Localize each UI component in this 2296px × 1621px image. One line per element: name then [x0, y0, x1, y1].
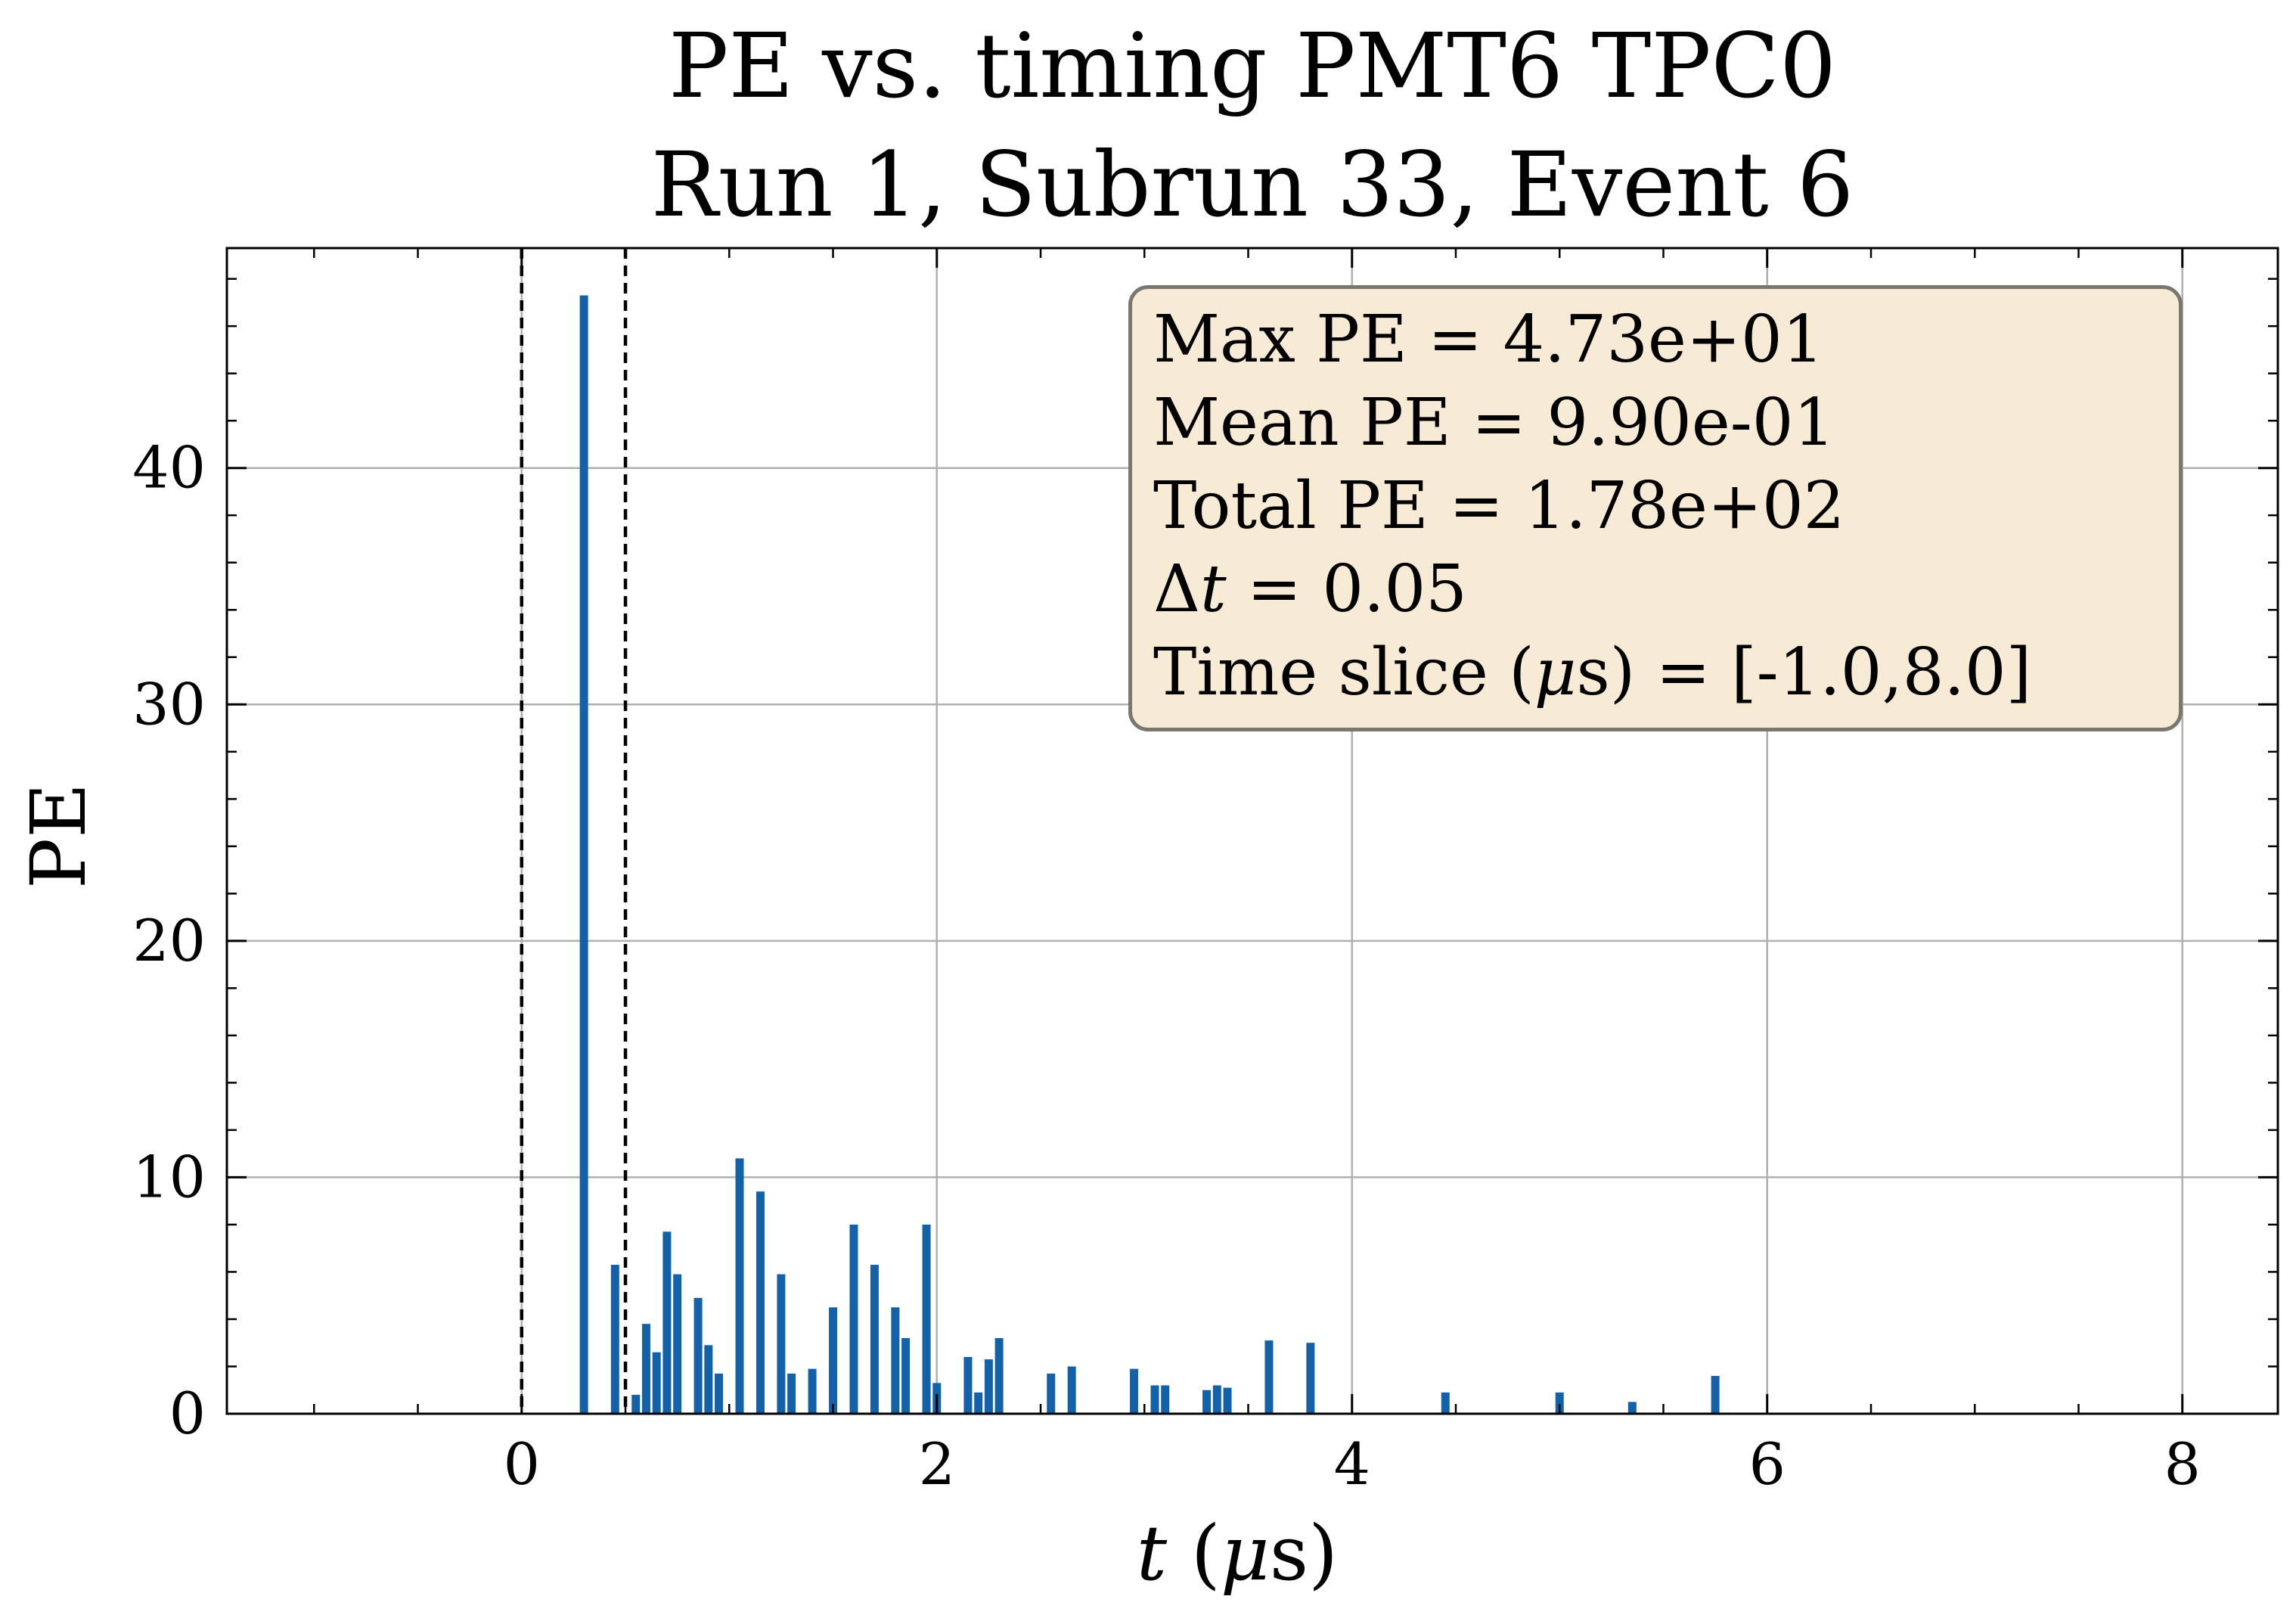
bar — [994, 1337, 1004, 1414]
bar — [1627, 1402, 1637, 1414]
bar — [1306, 1343, 1315, 1414]
bar — [631, 1394, 641, 1414]
chart-title: PE vs. timing PMT6 TPC0 — [669, 14, 1836, 118]
bar — [849, 1224, 858, 1414]
bar — [1441, 1392, 1450, 1414]
bar — [652, 1352, 661, 1414]
bar — [1047, 1373, 1056, 1414]
bar — [756, 1191, 765, 1414]
bar — [777, 1274, 786, 1414]
bar — [787, 1373, 796, 1414]
ticks — [227, 248, 2278, 1415]
x-axis-label: t (μs) — [1137, 1509, 1338, 1598]
stats-box: Max PE = 4.73e+01 Mean PE = 9.90e-01 Tot… — [1128, 285, 2183, 731]
bar — [579, 295, 588, 1414]
bar — [984, 1359, 993, 1414]
x-tick-label: 2 — [919, 1430, 955, 1498]
y-tick-label: 0 — [169, 1380, 206, 1447]
stat-delta-t: Δt = 0.05 — [1153, 551, 1467, 627]
y-tick-label: 10 — [132, 1143, 206, 1210]
bar — [662, 1231, 672, 1414]
y-axis-label: PE — [14, 783, 103, 889]
bar — [641, 1324, 650, 1414]
bar — [891, 1307, 900, 1414]
stat-max-pe: Max PE = 4.73e+01 — [1153, 302, 1824, 377]
bar — [922, 1224, 931, 1414]
bar — [1264, 1340, 1274, 1414]
x-tick-label: 4 — [1334, 1430, 1370, 1498]
bar — [1150, 1385, 1159, 1414]
y-tick-label: 30 — [132, 670, 206, 738]
bar — [735, 1158, 744, 1414]
bar — [704, 1345, 713, 1414]
bar — [1212, 1385, 1221, 1414]
y-tick-label: 20 — [132, 907, 206, 974]
chart-subtitle: Run 1, Subrun 33, Event 6 — [651, 132, 1854, 237]
y-tick-label: 40 — [132, 434, 206, 502]
bar — [1130, 1368, 1139, 1414]
x-tick-label: 0 — [504, 1430, 540, 1498]
bar — [974, 1392, 983, 1414]
bar — [1555, 1392, 1564, 1414]
bar — [870, 1265, 879, 1414]
stat-total-pe: Total PE = 1.78e+02 — [1153, 468, 1845, 544]
bar — [829, 1307, 838, 1414]
bar — [963, 1356, 973, 1414]
stat-time-slice: Time slice (μs) = [-1.0,8.0] — [1153, 635, 2032, 710]
bar — [1067, 1366, 1076, 1414]
window-lines — [520, 248, 628, 1414]
bar — [1711, 1375, 1720, 1414]
bar — [808, 1368, 817, 1414]
bar — [1223, 1387, 1232, 1414]
bar — [715, 1373, 724, 1414]
bars — [579, 295, 1720, 1414]
bar — [1161, 1385, 1170, 1414]
plot-frame — [225, 247, 2279, 1415]
x-tick-label: 6 — [1749, 1430, 1786, 1498]
stat-mean-pe: Mean PE = 9.90e-01 — [1153, 385, 1835, 461]
bar — [1202, 1390, 1212, 1414]
bar — [610, 1265, 619, 1414]
bar — [901, 1337, 911, 1414]
tick-labels: 0 2 4 6 8 0 10 20 30 40 — [132, 434, 2201, 1498]
x-tick-label: 8 — [2164, 1430, 2201, 1498]
bar — [693, 1297, 703, 1414]
bar — [673, 1274, 682, 1414]
